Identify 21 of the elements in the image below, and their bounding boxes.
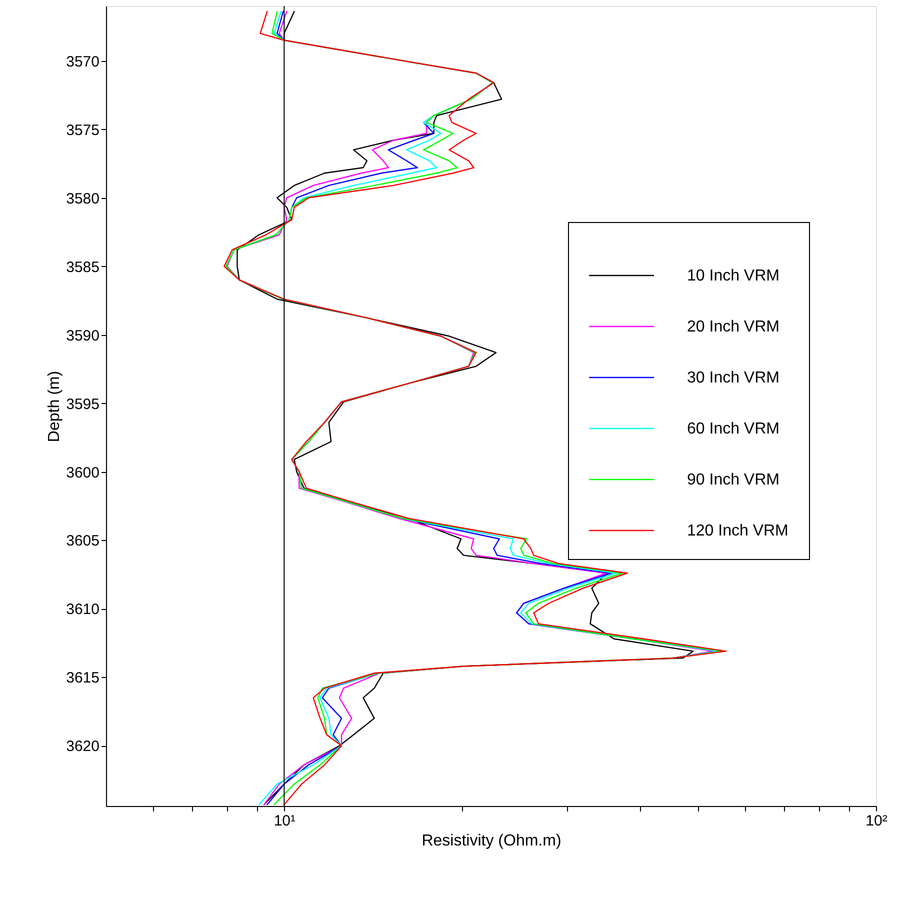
legend-label: 20 Inch VRM: [687, 318, 780, 336]
legend-label: 10 Inch VRM: [687, 268, 780, 284]
y-tick-label: 3610: [66, 601, 100, 618]
y-tick-label: 3590: [66, 327, 100, 344]
legend-label: 120 Inch VRM: [687, 522, 788, 540]
y-axis-title: Depth (m): [46, 370, 64, 442]
legend-label: 30 Inch VRM: [687, 370, 780, 386]
x-tick-label: 10¹: [274, 812, 296, 830]
y-tick-label: 3605: [66, 532, 100, 550]
legend-label: 60 Inch VRM: [687, 420, 780, 438]
x-tick-label: 10²: [866, 812, 888, 830]
y-tick-label: 3570: [66, 53, 100, 70]
y-tick-label: 3595: [66, 396, 100, 413]
y-tick-label: 3615: [66, 670, 100, 687]
y-tick-label: 3600: [66, 464, 100, 482]
y-tick-label: 3585: [66, 258, 100, 276]
y-tick-label: 3575: [66, 122, 100, 139]
x-axis-title: Resistivity (Ohm.m): [422, 832, 562, 850]
y-tick-label: 3580: [66, 190, 100, 208]
legend-label: 90 Inch VRM: [687, 472, 780, 488]
y-tick-label: 3620: [66, 738, 100, 756]
